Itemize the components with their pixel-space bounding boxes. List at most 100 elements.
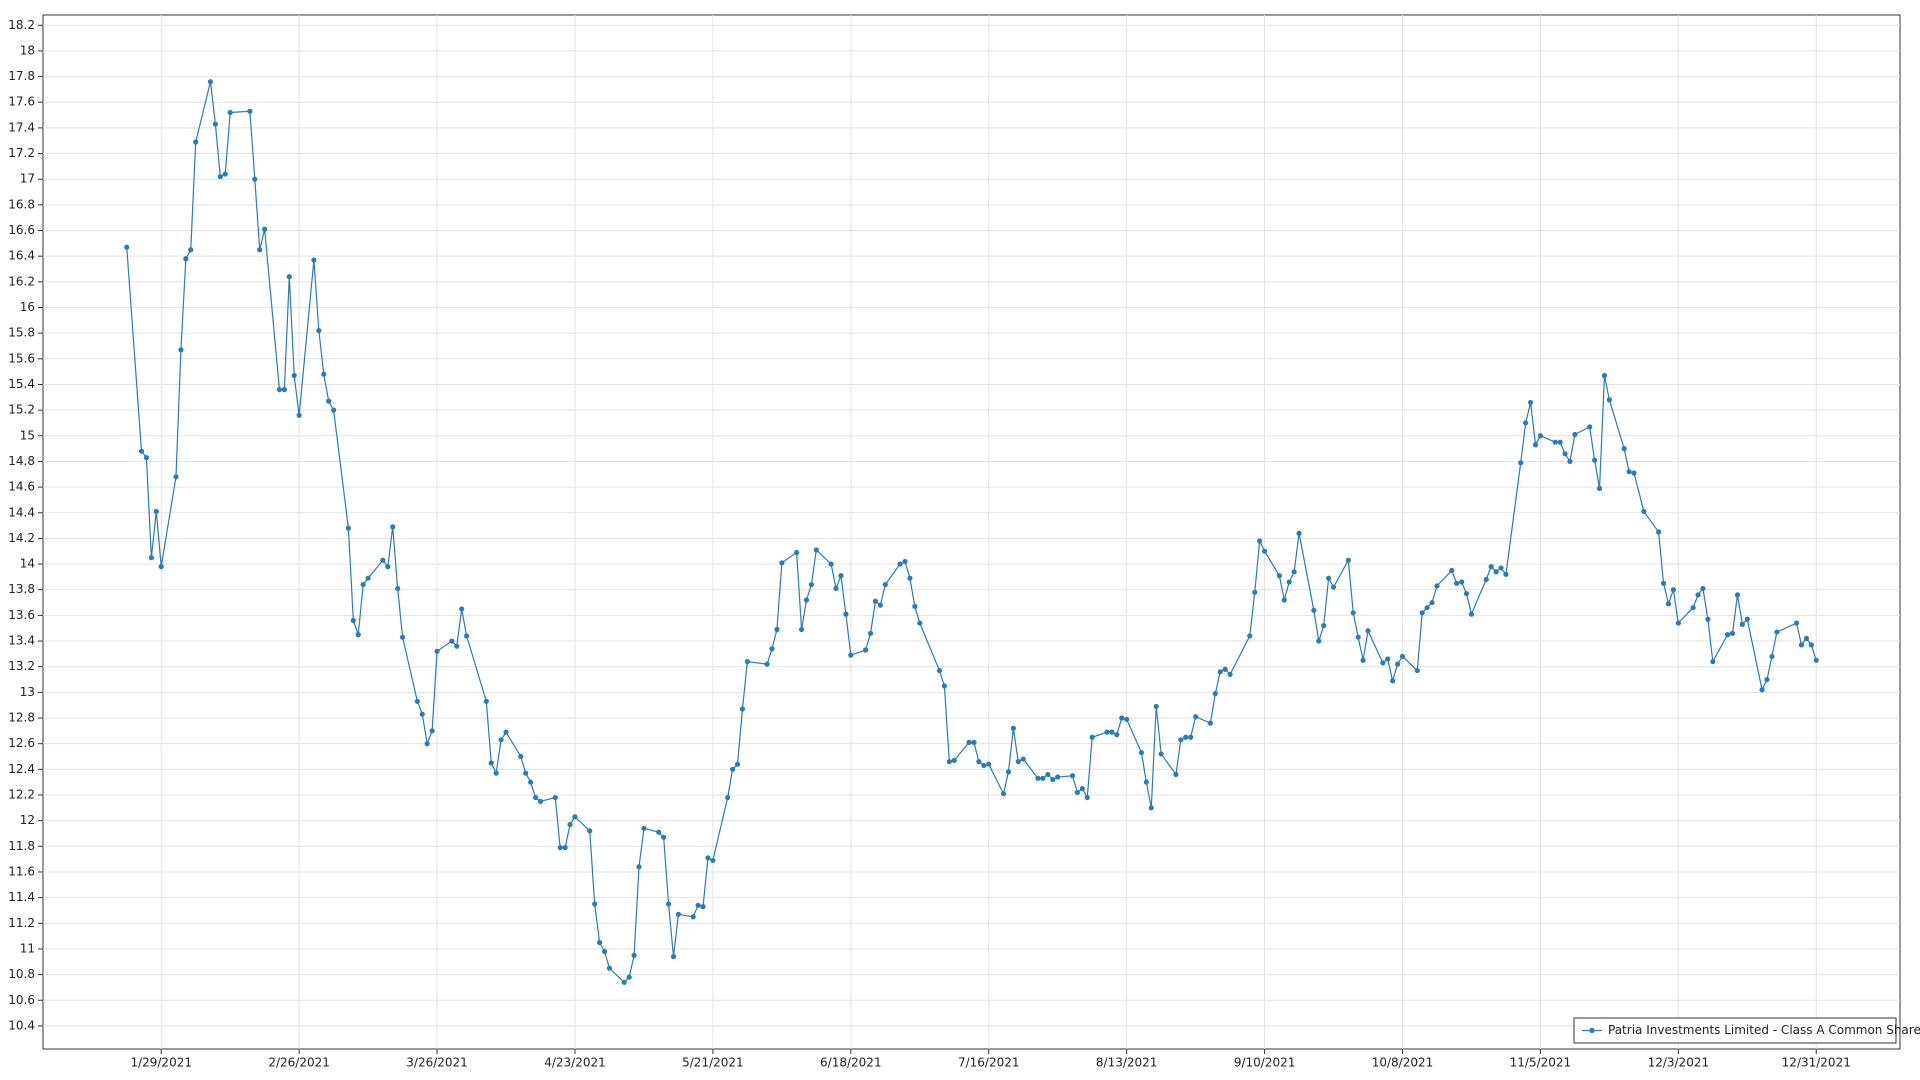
point (532, 794, 539, 801)
y-tick-label: 12.6 (8, 736, 35, 750)
point (705, 855, 711, 861)
x-tick-label: 5/21/2021 (682, 1056, 744, 1070)
point (734, 761, 741, 767)
point (1463, 590, 1470, 597)
point (877, 602, 883, 608)
point (1257, 538, 1263, 544)
point (1040, 775, 1046, 781)
y-tick-label: 14.2 (8, 531, 35, 545)
point (936, 667, 943, 674)
point (774, 626, 780, 633)
y-tick-label: 15.4 (8, 377, 35, 391)
x-tick-label: 12/3/2021 (1648, 1056, 1710, 1070)
point (670, 954, 677, 960)
point (1000, 791, 1007, 797)
point (385, 564, 391, 570)
point (247, 108, 253, 114)
point (665, 901, 672, 907)
point (1562, 451, 1568, 457)
point (1217, 669, 1223, 675)
point (690, 914, 696, 920)
point (528, 779, 534, 785)
point (641, 825, 647, 831)
point (1143, 779, 1149, 785)
point (798, 626, 805, 633)
point (966, 739, 972, 745)
point (188, 247, 194, 253)
point (1493, 569, 1499, 575)
y-tick-label: 11.4 (8, 890, 35, 904)
point (1488, 564, 1494, 570)
point (281, 387, 287, 393)
point (1109, 729, 1115, 735)
point (1020, 756, 1026, 762)
point (897, 561, 903, 567)
point (193, 139, 199, 145)
point (459, 606, 465, 612)
point (464, 633, 470, 639)
point (1503, 571, 1509, 577)
y-tick-label: 17.2 (8, 146, 35, 160)
point (345, 525, 351, 531)
point (730, 766, 736, 772)
y-tick-label: 15.2 (8, 403, 35, 417)
point (1355, 634, 1361, 640)
point (1424, 605, 1430, 611)
point (981, 762, 987, 769)
point (212, 121, 219, 127)
point (124, 244, 130, 250)
point (1330, 584, 1337, 590)
point (1178, 737, 1184, 743)
legend-marker (1589, 1027, 1595, 1034)
point (350, 617, 356, 624)
point (1360, 657, 1366, 663)
point (725, 794, 731, 801)
point (1523, 420, 1529, 426)
point (1079, 785, 1085, 792)
point (1813, 657, 1819, 663)
point (1567, 458, 1573, 465)
point (794, 549, 800, 556)
legend-box (1573, 1017, 1897, 1044)
point (828, 561, 834, 567)
y-tick-label: 17.4 (8, 120, 35, 134)
point (360, 581, 366, 588)
point (414, 698, 420, 704)
point (262, 226, 268, 232)
point (1606, 397, 1612, 403)
point (764, 661, 770, 667)
point (882, 581, 888, 588)
x-tick-label: 7/16/2021 (958, 1056, 1020, 1070)
point (1153, 703, 1159, 710)
point (1138, 750, 1145, 756)
point (902, 558, 908, 565)
point (1399, 653, 1406, 660)
y-tick-label: 14.4 (8, 505, 35, 519)
point (257, 247, 263, 253)
y-tick-label: 14 (20, 557, 35, 571)
point (1744, 616, 1750, 622)
point (1380, 660, 1386, 666)
point (1350, 610, 1356, 616)
y-tick-label: 13.8 (8, 582, 35, 596)
point (1124, 716, 1130, 722)
point (1690, 605, 1696, 611)
point (656, 829, 662, 835)
point (1670, 587, 1677, 593)
point (390, 524, 396, 530)
point (1429, 599, 1435, 606)
point (562, 844, 568, 851)
point (429, 728, 435, 734)
point (1286, 579, 1292, 585)
x-tick-label: 10/8/2021 (1372, 1056, 1434, 1070)
y-tick-label: 11.8 (8, 839, 35, 853)
y-tick-label: 15.6 (8, 351, 35, 365)
point (606, 965, 613, 971)
point (1089, 734, 1095, 740)
point (1665, 601, 1672, 607)
point (813, 547, 819, 553)
y-tick-label: 18.2 (8, 18, 35, 32)
point (1724, 632, 1731, 638)
point (311, 257, 317, 263)
plot-area (42, 14, 1901, 1050)
